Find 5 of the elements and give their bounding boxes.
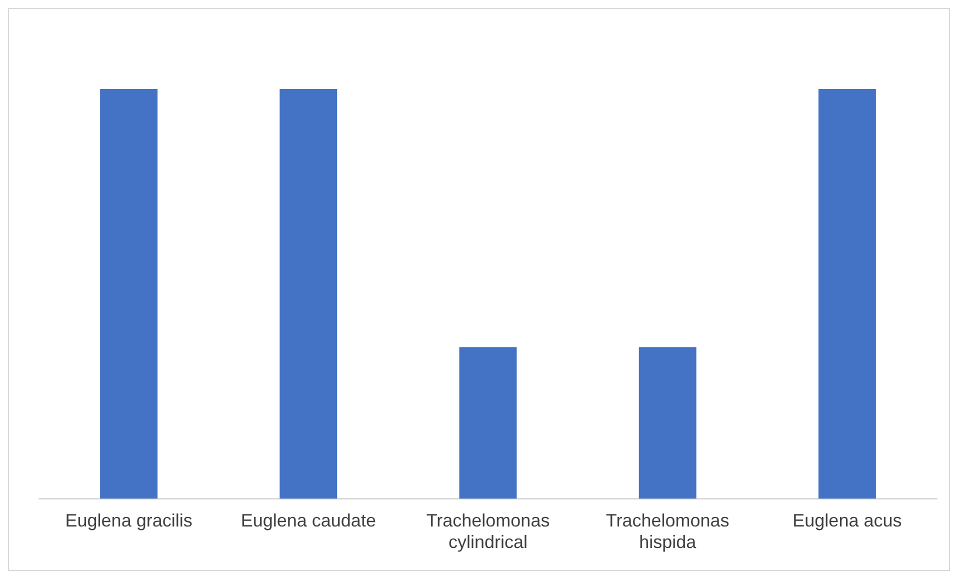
x-tick-label: Trachelomonas hispida: [606, 510, 730, 552]
x-tick-label: Euglena acus: [792, 510, 902, 531]
x-tick-label: Trachelomonas cylindrical: [426, 510, 550, 552]
x-tick-label: Euglena caudate: [240, 510, 376, 531]
x-tick-label: Euglena gracilis: [65, 510, 192, 531]
